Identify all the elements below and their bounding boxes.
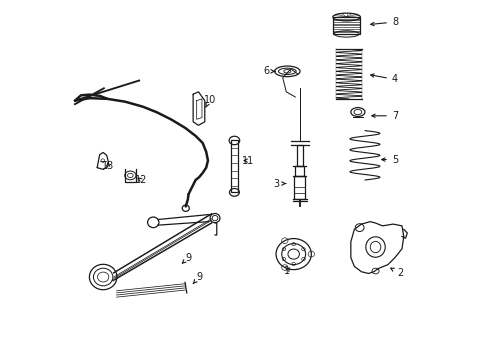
Text: 8: 8 xyxy=(371,17,398,27)
Bar xyxy=(231,140,238,192)
Text: 9: 9 xyxy=(182,253,192,263)
Text: 10: 10 xyxy=(204,95,216,107)
Bar xyxy=(296,145,303,166)
Bar xyxy=(295,166,304,176)
Text: 4: 4 xyxy=(370,74,398,85)
Text: 5: 5 xyxy=(382,154,398,165)
Text: 13: 13 xyxy=(102,161,114,171)
Text: 3: 3 xyxy=(274,179,286,189)
Text: 7: 7 xyxy=(372,111,398,121)
Text: 11: 11 xyxy=(243,156,255,166)
Text: 6: 6 xyxy=(263,66,275,76)
Text: 12: 12 xyxy=(135,175,147,185)
Bar xyxy=(294,176,305,199)
Text: 2: 2 xyxy=(391,268,403,279)
Text: 9: 9 xyxy=(193,272,202,284)
Text: 1: 1 xyxy=(284,266,291,276)
